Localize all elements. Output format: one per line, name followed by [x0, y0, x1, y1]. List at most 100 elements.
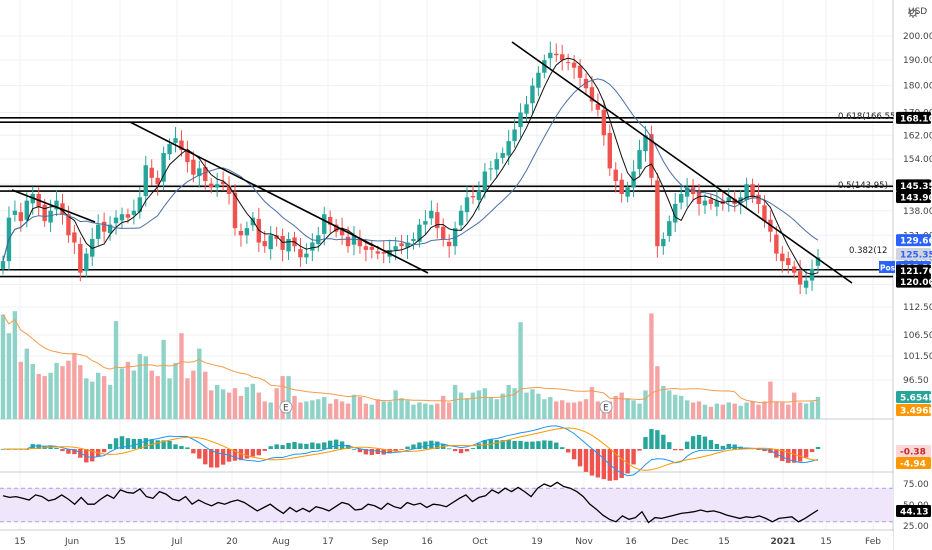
candle-body [524, 104, 529, 114]
macd-histogram-bar [369, 449, 375, 455]
candle-body [726, 197, 731, 202]
volume-bar [655, 366, 660, 419]
macd-histogram-bar [643, 437, 648, 449]
volume-bar [262, 401, 267, 419]
earnings-marker[interactable] [279, 400, 293, 414]
candle-body [619, 179, 624, 195]
candle-body [363, 246, 369, 250]
price-tag-bg [896, 111, 931, 124]
macd-histogram-bar [595, 449, 601, 478]
candle-body [95, 224, 101, 239]
macd-histogram-bar [637, 449, 642, 451]
candle-body [167, 144, 172, 155]
volume-bar [762, 401, 767, 419]
volume-bar [42, 376, 47, 419]
macd-histogram-bar [274, 444, 279, 449]
candle-body [357, 238, 363, 247]
volume-bar [381, 401, 386, 419]
macd-histogram-bar [345, 444, 351, 449]
candle-body [476, 190, 482, 200]
time-tick-label: 16 [625, 537, 637, 547]
volume-bar [803, 403, 809, 419]
volume-bar [90, 381, 95, 419]
candle-body [512, 129, 517, 142]
macd-histogram-bar [655, 430, 660, 449]
candle-body [792, 266, 797, 273]
volume-bar [708, 406, 714, 419]
macd-histogram-bar [36, 444, 41, 449]
macd-histogram-bar [417, 442, 422, 449]
volume-bar [417, 402, 422, 419]
volume-bar [756, 404, 761, 419]
price-tag[interactable]: 168.10 [896, 111, 932, 125]
price-tag-text: 168.10 [900, 114, 932, 124]
volume-bar [137, 354, 143, 419]
price-tick-label: 106.50 [903, 331, 932, 341]
candle-body [42, 204, 47, 222]
price-tag[interactable]: 120.00 [896, 275, 932, 289]
macd-value-tag-bg [896, 445, 931, 457]
candle-body [48, 210, 53, 223]
rsi-value-tag[interactable]: 44.13 [896, 505, 931, 518]
fib-level-label: 0.618(166.55) [838, 112, 899, 122]
volume-bar [292, 395, 297, 419]
candle-body [655, 180, 660, 247]
candle-body [530, 85, 535, 104]
trend-line[interactable] [11, 189, 96, 223]
macd-value-tag[interactable]: -4.94 [896, 457, 931, 470]
candle-body [429, 210, 434, 219]
rsi-indicator [0, 481, 893, 524]
macd-histogram-bar [702, 436, 708, 449]
price-tag[interactable]: 145.35 [896, 179, 932, 192]
macd-histogram-bar [435, 441, 440, 449]
price-tag[interactable]: 129.66 [896, 234, 932, 247]
candle-body [155, 177, 160, 185]
volume-bar [702, 404, 708, 419]
price-tag[interactable]: 121.76 [896, 264, 932, 278]
macd-value-tag[interactable]: -0.38 [896, 445, 931, 458]
candle-body [631, 171, 636, 188]
macd-histogram-bar [220, 449, 226, 465]
macd-histogram-bar [101, 449, 107, 453]
candle-body [542, 60, 547, 73]
price-tag[interactable]: 143.90 [896, 191, 932, 204]
candle-body [381, 252, 386, 254]
time-tick-label: 16 [421, 537, 433, 547]
candle-body [125, 214, 131, 218]
price-tag[interactable]: 125.35 [896, 248, 932, 261]
volume-bar [48, 372, 53, 419]
volume-bar [95, 372, 101, 419]
volume-bar [375, 399, 380, 419]
trend-lines [11, 41, 853, 284]
candle-body [238, 230, 244, 236]
macd-histogram-bar [809, 449, 815, 453]
candle-body [0, 261, 6, 269]
price-tag-bg [896, 179, 931, 192]
volume-value-tag[interactable]: 3.496M [896, 404, 932, 417]
trend-line[interactable] [129, 121, 429, 274]
volume-bar [619, 392, 624, 419]
macd-histogram-bar [125, 438, 131, 449]
volume-value-tag[interactable]: 5.654M [896, 391, 932, 404]
volume-bar [24, 348, 29, 419]
candle-body [143, 165, 148, 196]
candle-body [702, 200, 708, 206]
volume-bar [304, 401, 309, 419]
volume-bar [738, 405, 743, 419]
volume-bar [792, 392, 797, 419]
gear-icon[interactable] [908, 8, 918, 18]
volume-bar [238, 395, 244, 419]
volume-bar [411, 404, 416, 419]
volume-bar [488, 398, 494, 419]
trend-line[interactable] [511, 41, 853, 284]
gear-icon-tooth [909, 9, 911, 11]
macd-histogram-bar [518, 440, 523, 449]
volume-bar [452, 384, 458, 419]
earnings-marker[interactable] [599, 400, 613, 414]
macd-histogram-bar [161, 440, 166, 449]
macd-histogram-bar [209, 449, 214, 468]
volume-value-tag-bg [896, 391, 931, 403]
